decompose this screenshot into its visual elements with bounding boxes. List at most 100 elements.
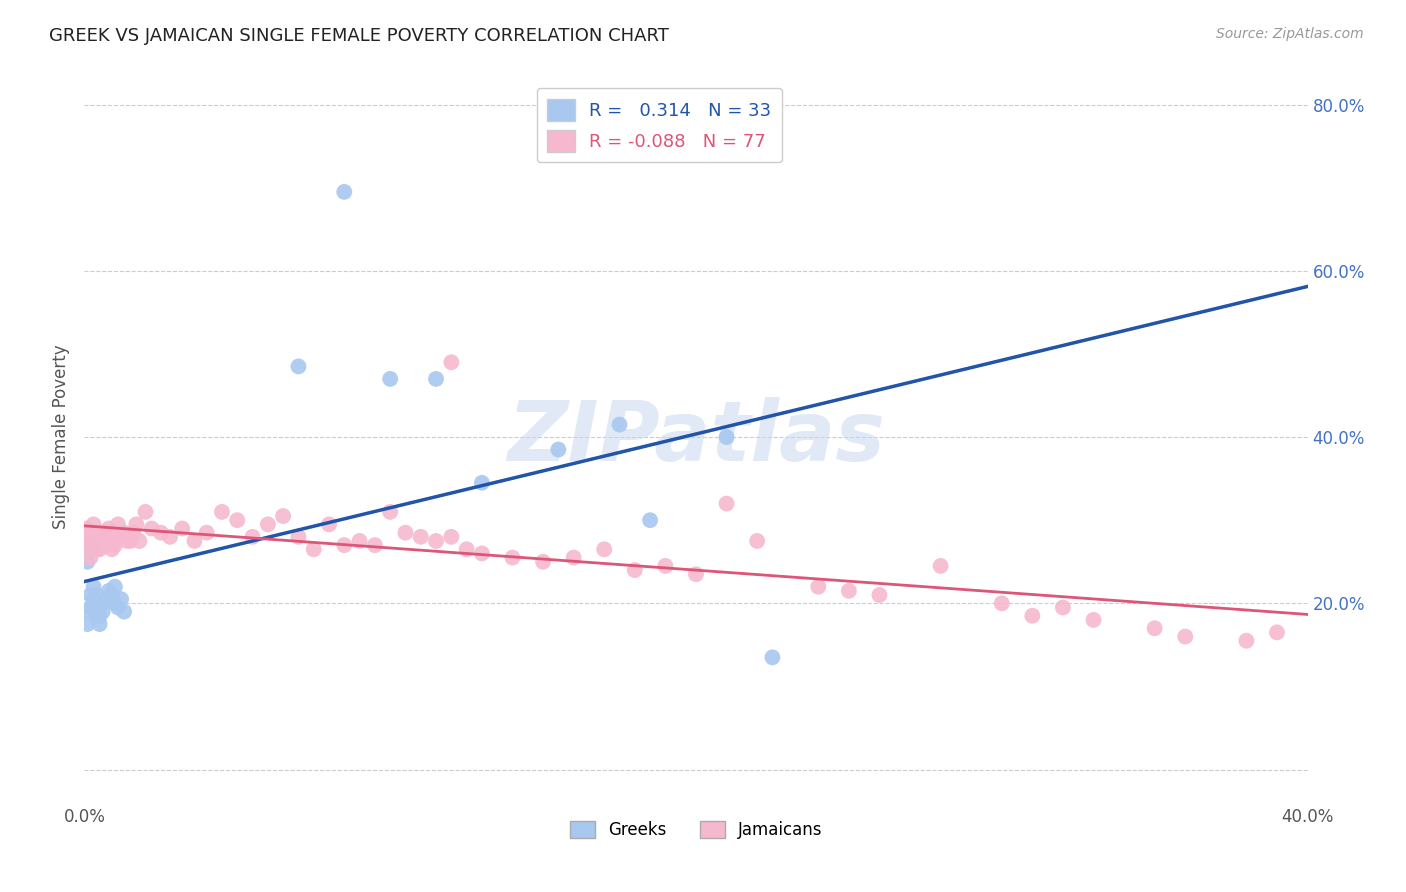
Point bbox=[318, 517, 340, 532]
Point bbox=[83, 542, 105, 557]
Point bbox=[91, 525, 114, 540]
Point bbox=[195, 525, 218, 540]
Point bbox=[287, 530, 309, 544]
Point bbox=[226, 513, 249, 527]
Point bbox=[638, 513, 661, 527]
Point bbox=[502, 550, 524, 565]
Point bbox=[94, 525, 117, 540]
Point bbox=[83, 580, 105, 594]
Point bbox=[242, 530, 264, 544]
Point bbox=[425, 533, 447, 548]
Point bbox=[104, 596, 127, 610]
Point bbox=[76, 555, 98, 569]
Point bbox=[97, 533, 120, 548]
Point bbox=[654, 558, 676, 573]
Point bbox=[409, 530, 432, 544]
Point bbox=[747, 533, 769, 548]
Point bbox=[440, 355, 463, 369]
Point bbox=[86, 588, 108, 602]
Point bbox=[83, 592, 105, 607]
Point bbox=[716, 497, 738, 511]
Point bbox=[1143, 621, 1166, 635]
Point bbox=[394, 525, 416, 540]
Point bbox=[104, 538, 127, 552]
Point bbox=[211, 505, 233, 519]
Point bbox=[349, 533, 371, 548]
Point bbox=[83, 517, 105, 532]
Point bbox=[271, 509, 294, 524]
Point bbox=[149, 525, 172, 540]
Point bbox=[76, 521, 98, 535]
Point bbox=[1236, 633, 1258, 648]
Point bbox=[609, 417, 631, 432]
Point bbox=[1052, 600, 1074, 615]
Point bbox=[104, 533, 127, 548]
Point bbox=[101, 530, 124, 544]
Point bbox=[91, 538, 114, 552]
Point bbox=[91, 596, 114, 610]
Point bbox=[125, 517, 148, 532]
Point bbox=[380, 505, 402, 519]
Point bbox=[120, 533, 142, 548]
Point bbox=[89, 542, 111, 557]
Point bbox=[89, 530, 111, 544]
Point bbox=[115, 533, 138, 548]
Point bbox=[172, 521, 194, 535]
Point bbox=[1265, 625, 1288, 640]
Point bbox=[112, 525, 135, 540]
Point bbox=[440, 530, 463, 544]
Point bbox=[101, 542, 124, 557]
Point bbox=[624, 563, 647, 577]
Point bbox=[159, 530, 181, 544]
Point bbox=[76, 538, 98, 552]
Text: Source: ZipAtlas.com: Source: ZipAtlas.com bbox=[1216, 27, 1364, 41]
Point bbox=[1083, 613, 1105, 627]
Point bbox=[333, 538, 356, 552]
Text: ZIPatlas: ZIPatlas bbox=[508, 397, 884, 477]
Point bbox=[593, 542, 616, 557]
Point bbox=[79, 588, 101, 602]
Point bbox=[122, 525, 145, 540]
Point bbox=[302, 542, 325, 557]
Point bbox=[380, 372, 402, 386]
Point bbox=[364, 538, 387, 552]
Point bbox=[807, 580, 830, 594]
Point bbox=[547, 442, 569, 457]
Point bbox=[838, 583, 860, 598]
Point bbox=[991, 596, 1014, 610]
Point bbox=[141, 521, 163, 535]
Point bbox=[79, 550, 101, 565]
Point bbox=[97, 521, 120, 535]
Point bbox=[112, 605, 135, 619]
Point bbox=[869, 588, 891, 602]
Point bbox=[1021, 608, 1043, 623]
Point bbox=[929, 558, 952, 573]
Point bbox=[94, 538, 117, 552]
Point bbox=[333, 185, 356, 199]
Text: GREEK VS JAMAICAN SINGLE FEMALE POVERTY CORRELATION CHART: GREEK VS JAMAICAN SINGLE FEMALE POVERTY … bbox=[49, 27, 669, 45]
Point bbox=[107, 517, 129, 532]
Point bbox=[83, 530, 105, 544]
Point bbox=[91, 605, 114, 619]
Point bbox=[79, 542, 101, 557]
Point bbox=[89, 608, 111, 623]
Point bbox=[83, 538, 105, 552]
Point bbox=[471, 546, 494, 560]
Point bbox=[86, 542, 108, 557]
Point bbox=[97, 583, 120, 598]
Point bbox=[128, 533, 150, 548]
Point bbox=[456, 542, 478, 557]
Point bbox=[716, 430, 738, 444]
Point bbox=[101, 588, 124, 602]
Point bbox=[761, 650, 783, 665]
Point bbox=[562, 550, 585, 565]
Point bbox=[79, 600, 101, 615]
Point bbox=[86, 533, 108, 548]
Point bbox=[425, 372, 447, 386]
Point bbox=[94, 592, 117, 607]
Point bbox=[110, 592, 132, 607]
Point bbox=[79, 533, 101, 548]
Point bbox=[183, 533, 205, 548]
Point bbox=[135, 505, 157, 519]
Point bbox=[104, 580, 127, 594]
